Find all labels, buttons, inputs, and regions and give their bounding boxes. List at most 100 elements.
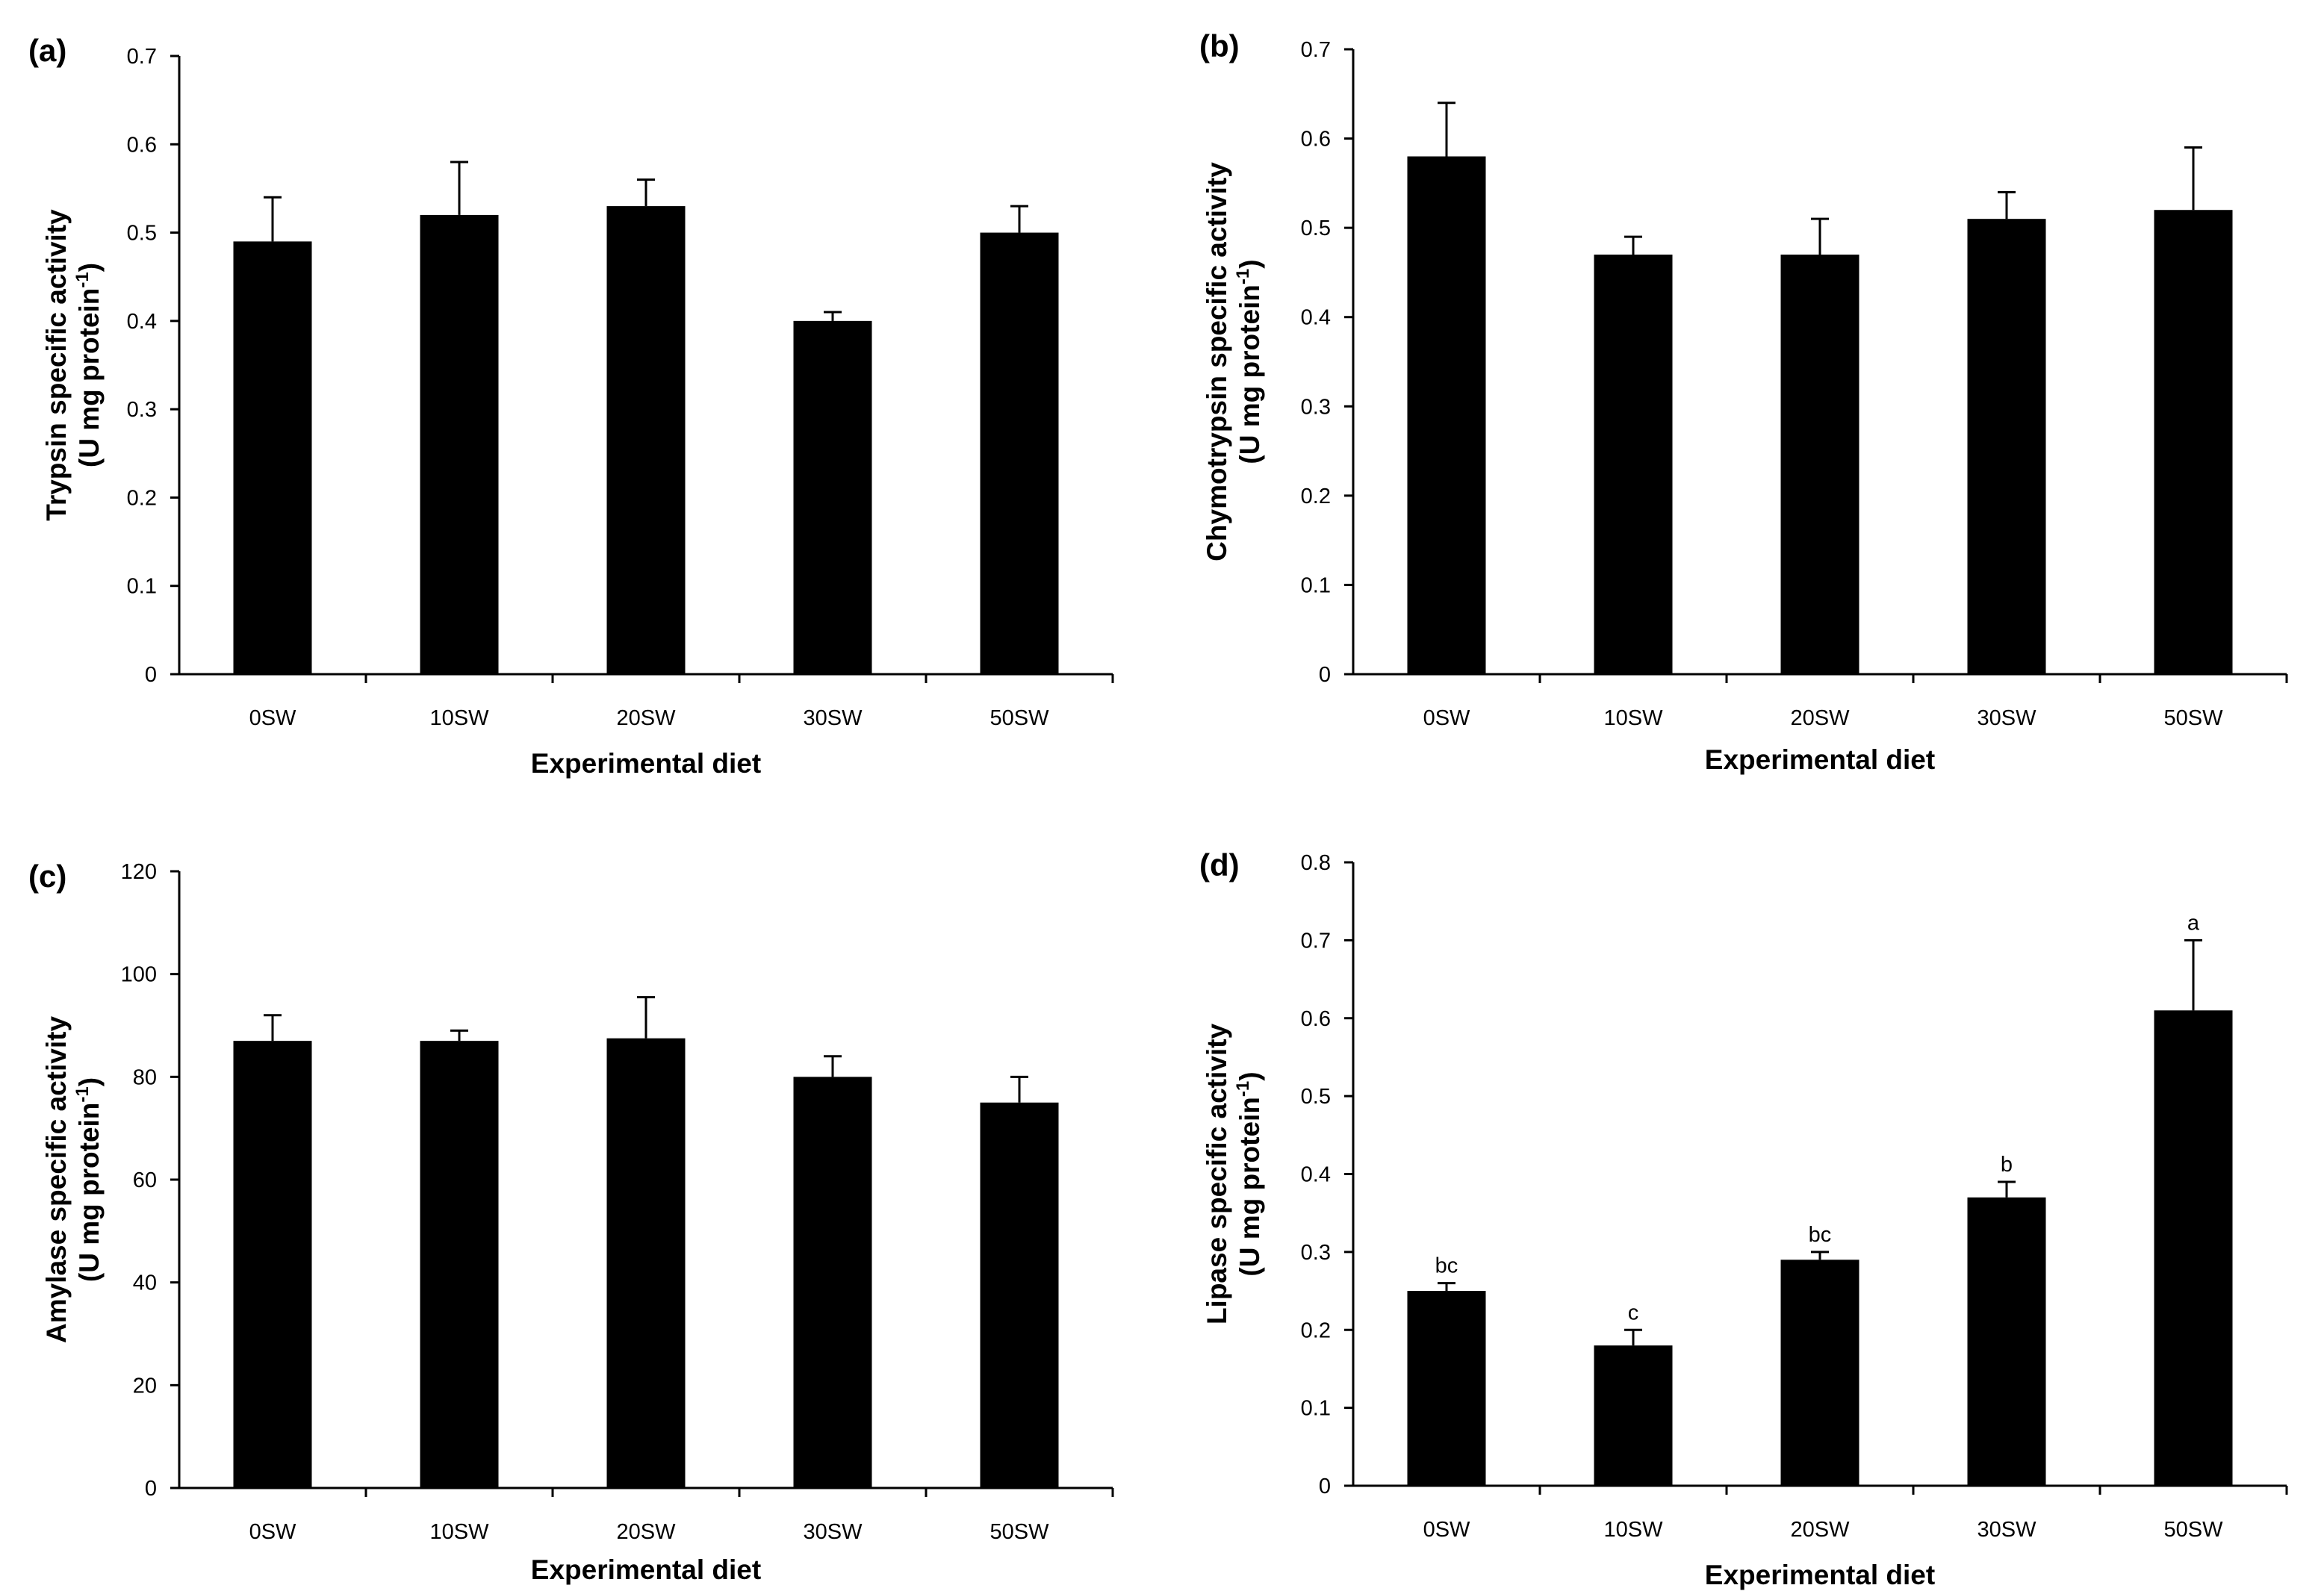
panel-d-y-tick-label: 0.8 <box>1301 851 1331 875</box>
panel-b-bar-20sw <box>1780 255 1859 674</box>
panel-b-y-tick-label: 0.1 <box>1301 573 1331 597</box>
panel-a-category-label-20sw: 20SW <box>617 706 677 730</box>
panel-a-y-unit-text: (U mg protein <box>74 288 105 467</box>
panel-c-bar-0sw <box>233 1041 312 1488</box>
panel-b-y-tick-label: 0.6 <box>1301 128 1331 152</box>
panel-c-y-tick-label: 120 <box>121 860 157 884</box>
panel-a-x-axis-title: Experimental diet <box>531 748 761 779</box>
panel-a-bar-10sw <box>420 214 499 674</box>
panel-c-y-axis-unit: (U mg protein-1) <box>72 1077 105 1282</box>
panel-c-category-label-20sw: 20SW <box>617 1520 677 1544</box>
panel-d-y-tick-label: 0.2 <box>1301 1319 1331 1342</box>
panel-c-bar-50sw <box>980 1102 1059 1488</box>
panel-b-category-label-30sw: 30SW <box>1977 706 2037 730</box>
panel-b-y-unit-text: (U mg protein <box>1234 284 1265 464</box>
panel-b-y-tick-label: 0.7 <box>1301 38 1331 62</box>
panel-d-bar-10sw <box>1594 1345 1673 1486</box>
panel-a-bar-50sw <box>980 232 1059 675</box>
panel-b-y-unit-close: ) <box>1234 259 1265 268</box>
panel-d-sig-letter-50sw: a <box>2187 911 2200 935</box>
panel-a-y-unit-close: ) <box>74 263 105 272</box>
panel-d-bar-20sw <box>1780 1260 1859 1486</box>
panel-d-y-tick-label: 0 <box>1319 1475 1331 1498</box>
panel-a-y-tick-label: 0.2 <box>127 486 157 510</box>
panel-a-category-label-0sw: 0SW <box>249 706 296 730</box>
panel-b-bar-30sw <box>1967 219 2046 675</box>
panel-c-category-label-30sw: 30SW <box>804 1520 863 1544</box>
panel-a-bar-0sw <box>233 241 312 674</box>
panel-b-category-label-0sw: 0SW <box>1423 706 1470 730</box>
panel-d-y-unit-superscript: -1 <box>1233 1081 1253 1097</box>
panel-c-bar-30sw <box>793 1077 872 1488</box>
panel-c-y-unit-superscript: -1 <box>72 1086 93 1102</box>
panel-b-x-axis-title: Experimental diet <box>1705 744 1935 775</box>
panel-a-y-tick-label: 0.5 <box>127 222 157 246</box>
panel-d-y-tick-label: 0.3 <box>1301 1241 1331 1265</box>
panel-b-y-tick-label: 0.3 <box>1301 395 1331 419</box>
panel-d-y-axis-title: Lipase specific activity <box>1202 1024 1232 1325</box>
panel-a-bar-30sw <box>793 320 872 674</box>
panel-d-y-unit-close: ) <box>1234 1071 1265 1080</box>
panel-c-label: (c) <box>28 859 66 894</box>
panel-c-y-tick-label: 40 <box>133 1271 157 1295</box>
panel-d-x-axis-title: Experimental diet <box>1705 1560 1935 1590</box>
panel-b-bar-0sw <box>1407 156 1486 674</box>
panel-d-category-label-0sw: 0SW <box>1423 1518 1470 1542</box>
panel-c-y-unit-text: (U mg protein <box>74 1103 105 1282</box>
panel-d-y-tick-label: 0.4 <box>1301 1163 1331 1187</box>
panel-b-y-tick-label: 0.4 <box>1301 306 1331 330</box>
panel-b-y-tick-label: 0 <box>1319 663 1331 687</box>
panel-d-y-tick-label: 0.7 <box>1301 929 1331 953</box>
panel-d-sig-letter-10sw: c <box>1628 1301 1639 1324</box>
panel-b-y-tick-label: 0.5 <box>1301 217 1331 240</box>
panel-a-y-tick-label: 0.1 <box>127 575 157 599</box>
panel-d-category-label-50sw: 50SW <box>2164 1518 2224 1542</box>
panel-d-y-tick-label: 0.1 <box>1301 1397 1331 1421</box>
panel-d-bar-30sw <box>1967 1197 2046 1486</box>
panel-d-sig-letter-0sw: bc <box>1435 1254 1458 1278</box>
panel-c-category-label-10sw: 10SW <box>430 1520 490 1544</box>
panel-b-y-unit-superscript: -1 <box>1233 269 1253 284</box>
panel-c-y-axis-title: Amylase specific activity <box>41 1016 72 1343</box>
panel-c-y-tick-label: 100 <box>121 963 157 987</box>
panel-c-y-tick-label: 20 <box>133 1374 157 1398</box>
panel-c-y-unit-close: ) <box>74 1077 105 1086</box>
panel-c-y-tick-label: 80 <box>133 1065 157 1089</box>
panel-d-category-label-30sw: 30SW <box>1977 1518 2037 1542</box>
panel-d-y-tick-label: 0.6 <box>1301 1007 1331 1031</box>
panel-a-category-label-50sw: 50SW <box>990 706 1050 730</box>
panel-b-label: (b) <box>1199 28 1240 63</box>
panel-d-label: (d) <box>1199 847 1240 882</box>
panel-b-category-label-50sw: 50SW <box>2164 706 2224 730</box>
panel-a-bar-20sw <box>606 206 686 675</box>
panel-c-y-tick-label: 60 <box>133 1168 157 1192</box>
panel-b-bar-10sw <box>1594 255 1673 674</box>
panel-c-category-label-0sw: 0SW <box>249 1520 296 1544</box>
panel-c-category-label-50sw: 50SW <box>990 1520 1050 1544</box>
panel-a-y-unit-superscript: -1 <box>72 272 93 287</box>
panel-b-category-label-20sw: 20SW <box>1791 706 1851 730</box>
panel-a-category-label-10sw: 10SW <box>430 706 490 730</box>
panel-a-y-tick-label: 0.3 <box>127 398 157 422</box>
panel-d-y-axis-unit: (U mg protein-1) <box>1233 1071 1265 1276</box>
panel-d-bar-0sw <box>1407 1291 1486 1486</box>
panel-d-bar-50sw <box>2154 1010 2233 1486</box>
panel-b-category-label-10sw: 10SW <box>1604 706 1664 730</box>
panel-a-y-axis-unit: (U mg protein-1) <box>72 263 105 467</box>
panel-c-y-tick-label: 0 <box>145 1477 157 1501</box>
panel-a-y-tick-label: 0.6 <box>127 133 157 157</box>
panel-d-category-label-10sw: 10SW <box>1604 1518 1664 1542</box>
panel-b-bar-50sw <box>2154 210 2233 674</box>
panel-c-bar-10sw <box>420 1041 499 1488</box>
panel-c-bar-20sw <box>606 1038 686 1488</box>
panel-a-y-tick-label: 0.7 <box>127 45 157 69</box>
panel-d-y-tick-label: 0.5 <box>1301 1085 1331 1109</box>
panel-c-x-axis-title: Experimental diet <box>531 1554 761 1585</box>
panel-d-y-unit-text: (U mg protein <box>1234 1097 1265 1276</box>
panel-a-y-tick-label: 0 <box>145 663 157 687</box>
panel-d-category-label-20sw: 20SW <box>1791 1518 1851 1542</box>
panel-a-y-axis-title: Trypsin specific activity <box>41 209 72 521</box>
panel-a-label: (a) <box>28 33 66 68</box>
